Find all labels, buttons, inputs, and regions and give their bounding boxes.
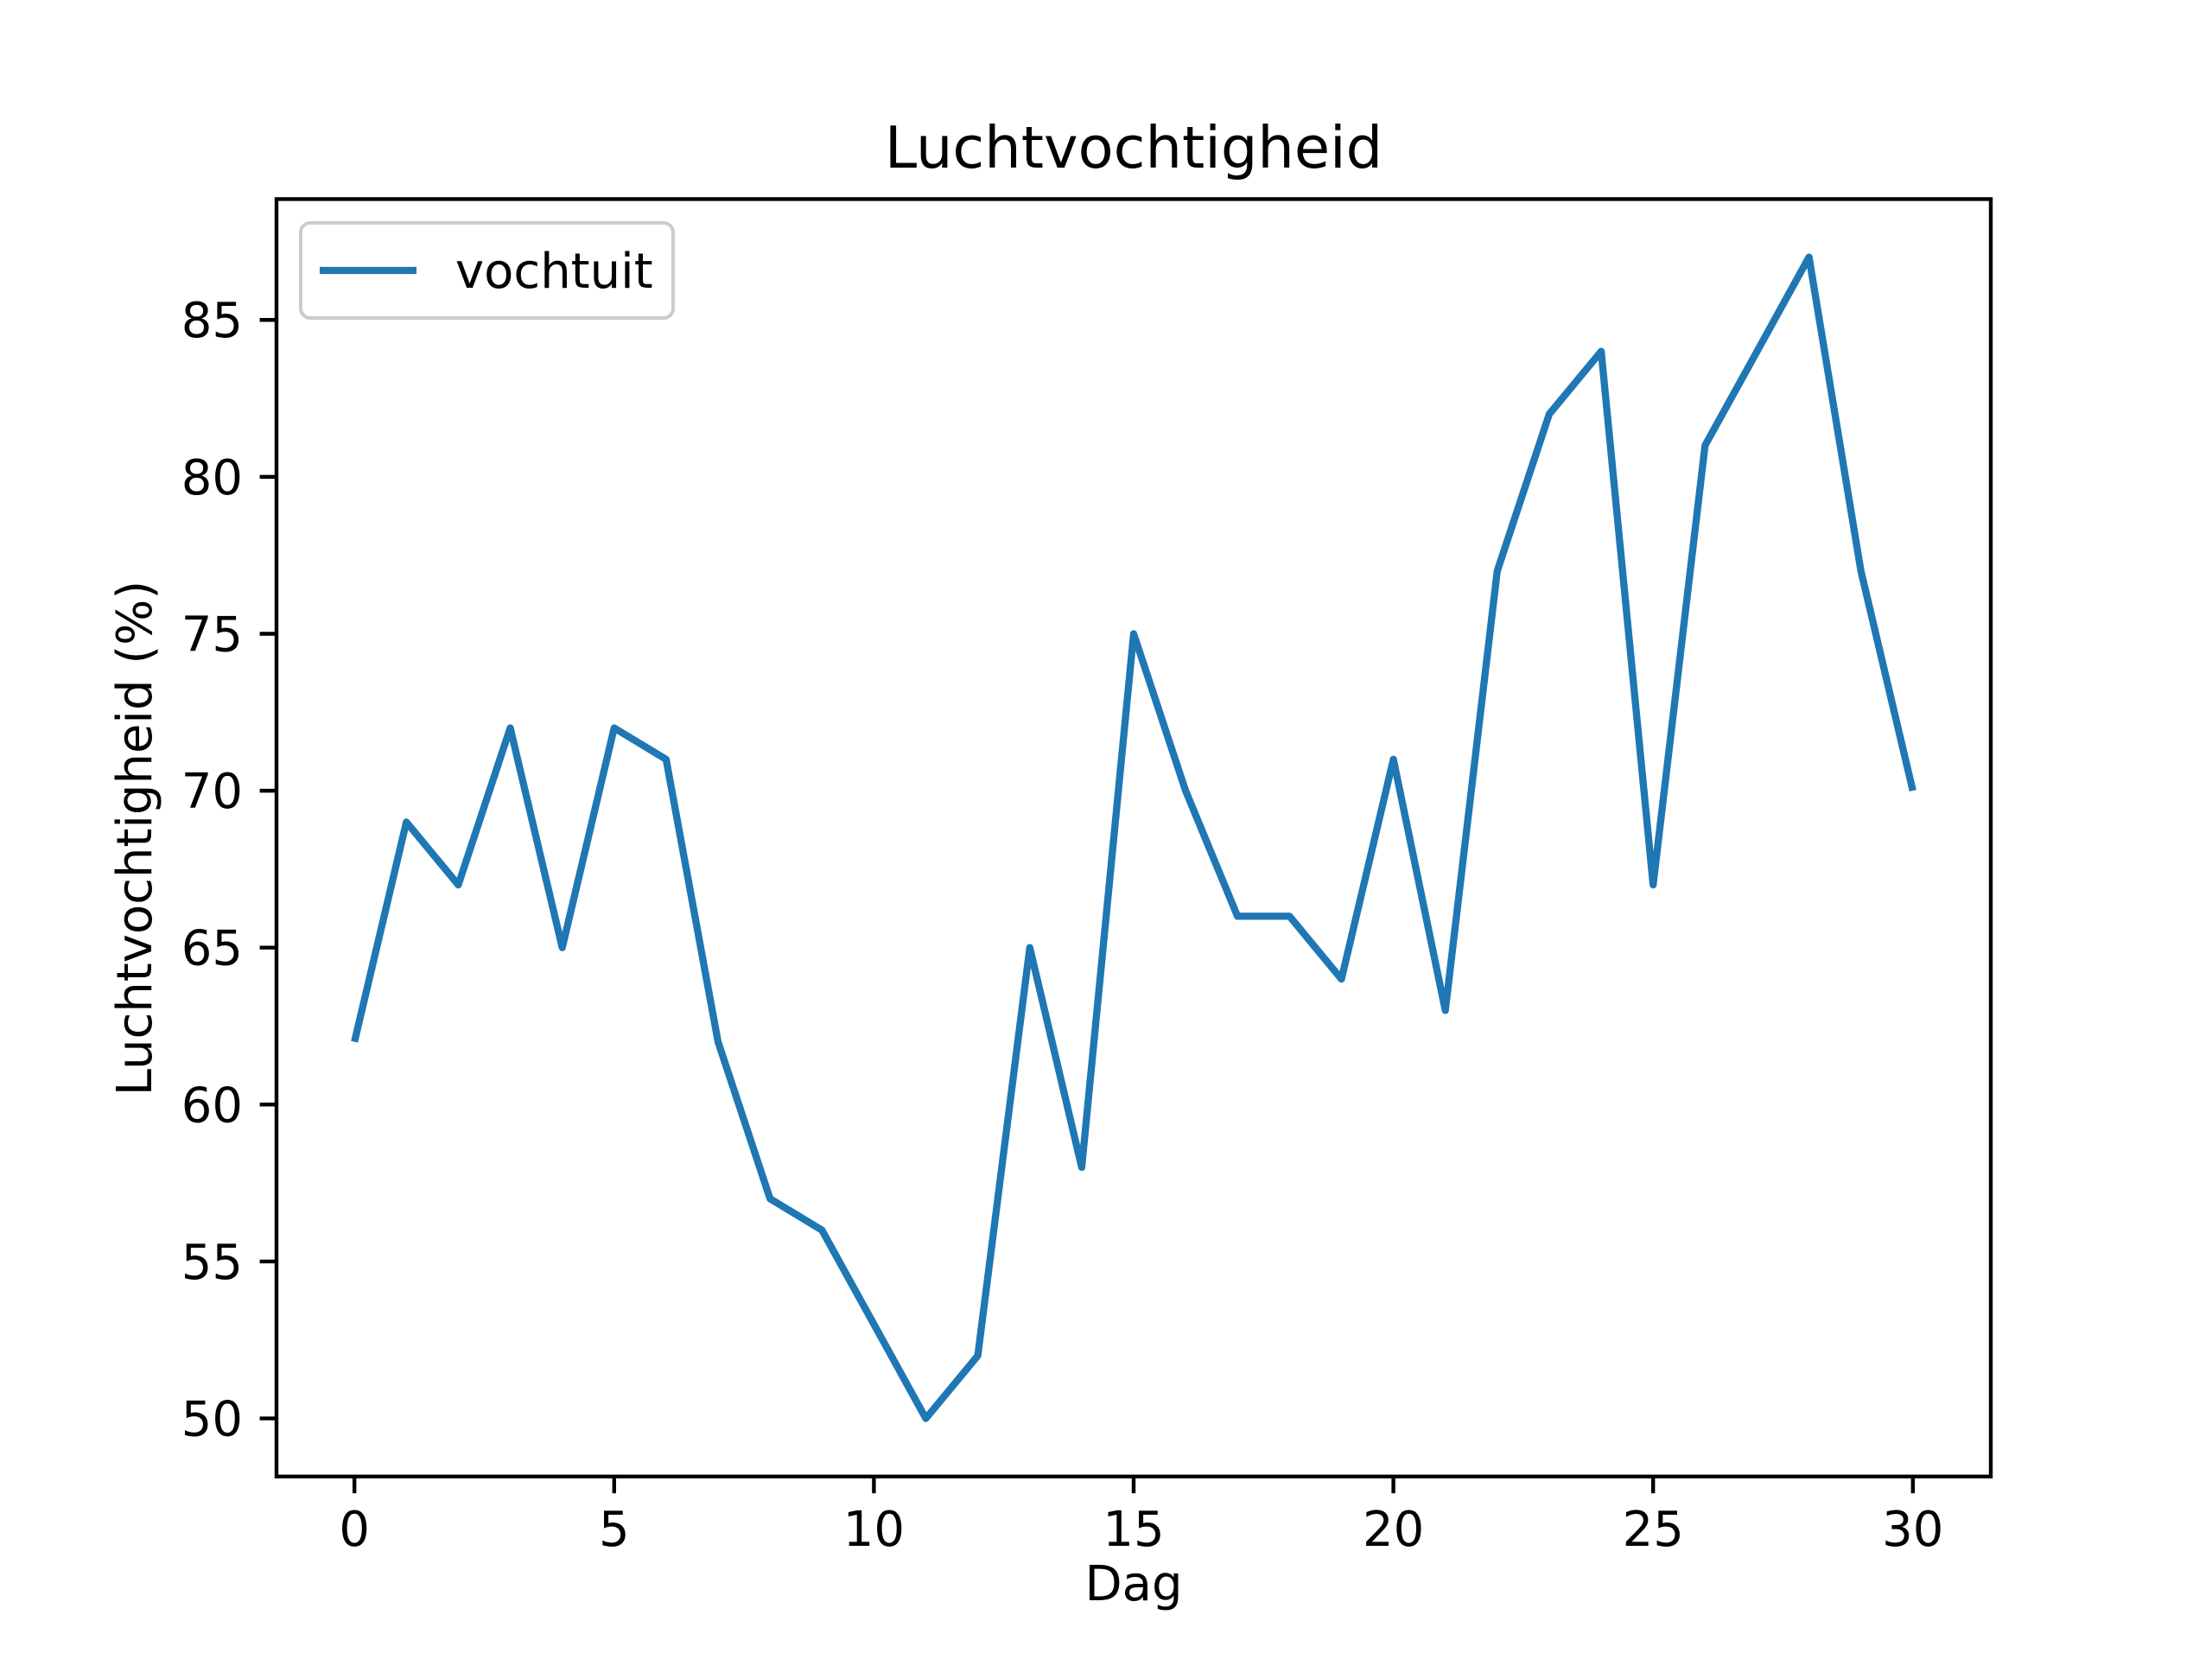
- x-axis-label: Dag: [1085, 1556, 1183, 1612]
- y-tick-label: 60: [181, 1077, 243, 1134]
- plot-dynamic-layer: 0 5 10 15 20 25 30 50 55 60 65 70 75 80 85: [181, 197, 1993, 1558]
- y-tick-label: 55: [181, 1235, 243, 1291]
- y-tick-label: 85: [181, 293, 243, 349]
- x-tick-label: 0: [339, 1502, 370, 1558]
- y-tick-label: 70: [181, 764, 243, 820]
- y-axis-label: Luchtvochtigheid (%): [107, 581, 163, 1096]
- x-tick-label: 5: [599, 1502, 630, 1558]
- x-tick-label: 30: [1882, 1502, 1943, 1558]
- x-tick-label: 15: [1103, 1502, 1164, 1558]
- x-tick-label: 20: [1363, 1502, 1424, 1558]
- x-tick-label: 10: [843, 1502, 905, 1558]
- legend-frame: [299, 221, 675, 320]
- legend-label: vochtuit: [455, 244, 653, 300]
- legend: vochtuit: [299, 221, 675, 320]
- chart-title: Luchtvochtigheid: [885, 114, 1382, 181]
- series-line-vochtuit: [351, 253, 1916, 1422]
- y-tick-label: 50: [181, 1392, 243, 1448]
- x-tick-label: 25: [1623, 1502, 1684, 1558]
- y-tick-label: 80: [181, 450, 243, 506]
- y-tick-label: 75: [181, 607, 243, 663]
- y-tick-label: 65: [181, 921, 243, 977]
